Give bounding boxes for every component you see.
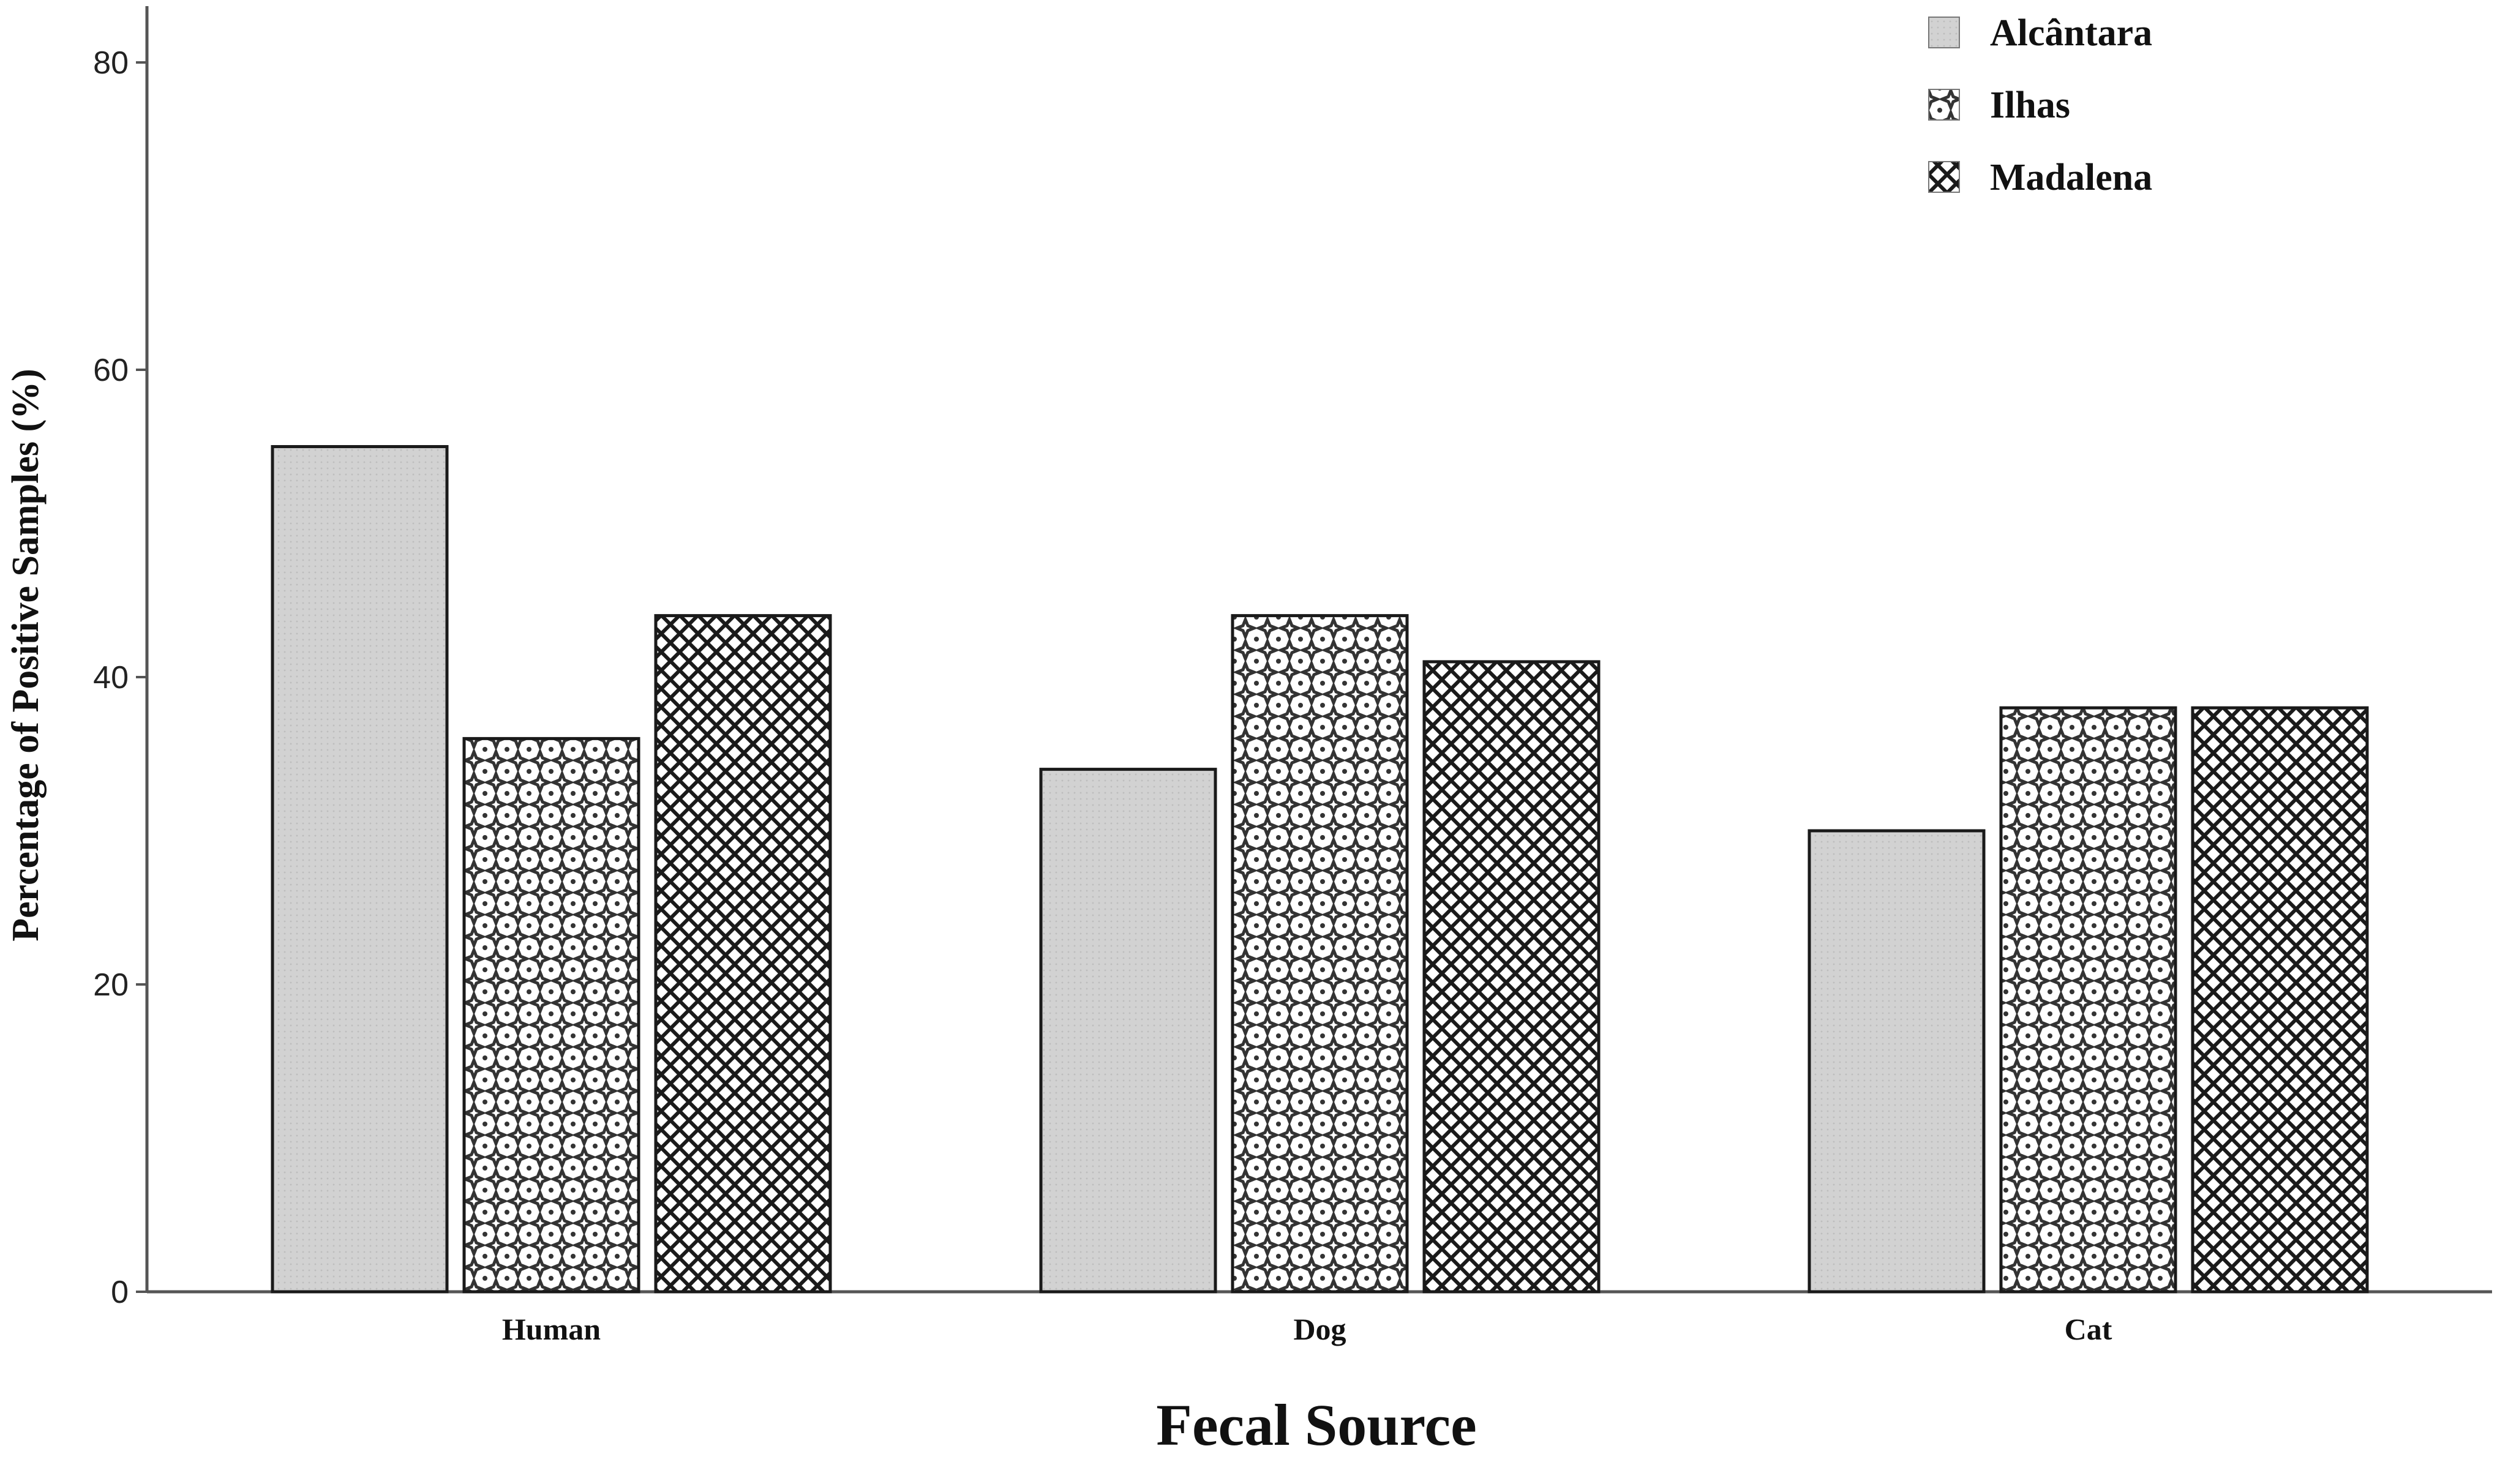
y-tick-label: 20 <box>93 967 129 1003</box>
bar-dog-series-1 <box>1039 768 1217 1294</box>
legend-swatch <box>1928 17 1960 48</box>
bar-human-series-3 <box>654 614 832 1294</box>
legend-swatch <box>1928 161 1960 193</box>
y-ticks: 0 20 40 60 80 <box>93 45 147 1310</box>
bar-cat-series-3 <box>2191 706 2369 1294</box>
legend-label: Alcântara <box>1990 12 2152 54</box>
legend-swatch <box>1928 89 1960 121</box>
x-category-label: Human <box>502 1312 601 1346</box>
legend-label: Madalena <box>1990 157 2152 198</box>
y-tick-label: 80 <box>93 45 129 81</box>
x-category-label: Dog <box>1293 1312 1346 1346</box>
bars <box>271 445 2369 1294</box>
bar-cat-series-2 <box>1999 706 2177 1294</box>
y-tick-label: 40 <box>93 660 129 695</box>
x-axis-title: Fecal Source <box>1156 1392 1476 1458</box>
bar-human-series-1 <box>271 445 449 1294</box>
bar-human-series-2 <box>462 736 640 1294</box>
legend-label: Ilhas <box>1990 84 2070 126</box>
y-tick-label: 60 <box>93 353 129 388</box>
y-axis-title: Percentage of Positive Samples (%) <box>5 369 47 942</box>
category-labels: Human Dog Cat <box>502 1312 2112 1346</box>
x-category-label: Cat <box>2065 1312 2112 1346</box>
bar-dog-series-2 <box>1231 614 1409 1294</box>
legend: Alcântara Ilhas Madalena <box>1928 12 2152 198</box>
y-tick-label: 0 <box>111 1275 129 1310</box>
bar-dog-series-3 <box>1422 660 1601 1294</box>
bar-cat-series-1 <box>1807 829 1986 1294</box>
